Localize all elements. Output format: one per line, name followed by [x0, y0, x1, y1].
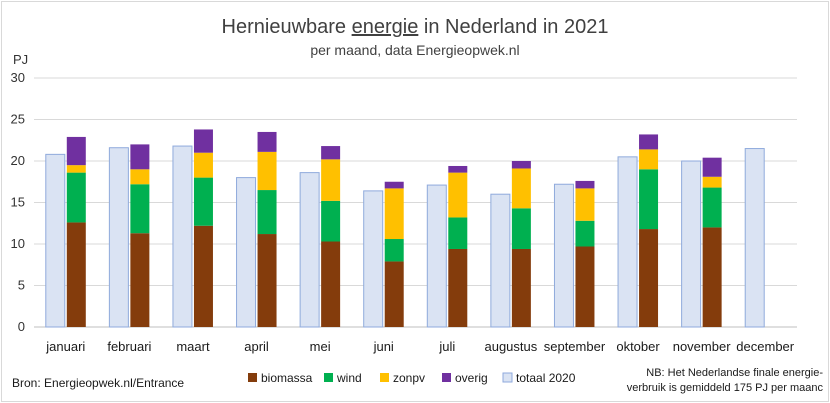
- bar-overig-augustus: [511, 161, 531, 169]
- bar-biomassa-oktober: [639, 229, 659, 327]
- y-tick-25: 25: [11, 112, 25, 127]
- chart-subtitle: per maand, data Energieopwek.nl: [310, 42, 519, 58]
- bar-biomassa-januari: [66, 222, 86, 327]
- bar-wind-oktober: [639, 169, 659, 230]
- bar-overig-november: [702, 157, 722, 177]
- bar-biomassa-juli: [448, 248, 468, 327]
- x-label-januari: januari: [45, 339, 85, 354]
- legend-swatch-overig: [442, 373, 451, 382]
- x-label-maart: maart: [176, 339, 210, 354]
- bar-zonpv-februari: [130, 169, 150, 185]
- legend-label-zonpv: zonpv: [393, 371, 425, 385]
- bar-wind-september: [575, 220, 595, 247]
- x-tick-labels: januari februari maart april mei juni juli augu…: [45, 339, 795, 354]
- bar-totaal-2020-juli: [426, 184, 447, 328]
- y-tick-0: 0: [18, 319, 25, 334]
- bar-biomassa-juni: [384, 261, 404, 327]
- bar-zonpv-maart: [193, 152, 213, 178]
- x-label-februari: februari: [107, 339, 151, 354]
- bar-totaal-2020-oktober: [617, 156, 638, 328]
- bar-overig-januari: [66, 136, 86, 166]
- bar-overig-april: [257, 131, 277, 152]
- bars: [45, 129, 765, 328]
- bar-wind-augustus: [511, 208, 531, 249]
- chart-title: Hernieuwbare energie in Nederland in 202…: [222, 16, 609, 38]
- y-axis-label: PJ: [13, 52, 28, 67]
- y-tick-30: 30: [11, 70, 25, 85]
- legend-label-totaal-2020: totaal 2020: [516, 371, 576, 385]
- note-line-1: NB: Het Nederlandse finale energie-: [646, 367, 823, 379]
- bar-biomassa-februari: [130, 233, 150, 327]
- legend-label-biomassa: biomassa: [261, 371, 313, 385]
- bar-zonpv-oktober: [639, 149, 659, 170]
- bar-totaal-2020-september: [553, 183, 574, 328]
- bar-overig-juni: [384, 181, 404, 189]
- bar-biomassa-augustus: [511, 248, 531, 327]
- legend: biomassa wind zonpv overig totaal 2020: [248, 371, 576, 385]
- x-label-december: december: [736, 339, 794, 354]
- bar-totaal-2020-maart: [172, 145, 193, 328]
- y-tick-20: 20: [11, 153, 25, 168]
- bar-wind-juli: [448, 217, 468, 249]
- x-label-juni: juni: [373, 339, 394, 354]
- bar-totaal-2020-januari: [45, 153, 66, 328]
- bar-totaal-2020-december: [744, 148, 765, 328]
- bar-zonpv-juli: [448, 172, 468, 218]
- gridlines: [34, 77, 797, 328]
- legend-swatch-biomassa: [248, 373, 257, 382]
- x-label-mei: mei: [310, 339, 331, 354]
- bar-overig-maart: [193, 129, 213, 153]
- bar-wind-maart: [193, 177, 213, 226]
- bar-biomassa-september: [575, 246, 595, 327]
- bar-zonpv-november: [702, 176, 722, 188]
- note-line-2: verbruik is gemiddeld 175 PJ per maanc: [627, 382, 824, 394]
- x-label-oktober: oktober: [616, 339, 660, 354]
- bar-wind-januari: [66, 172, 86, 223]
- bar-wind-juni: [384, 239, 404, 262]
- bar-totaal-2020-mei: [299, 172, 320, 328]
- bar-totaal-2020-juni: [363, 190, 384, 328]
- bar-zonpv-mei: [321, 159, 341, 201]
- bar-zonpv-september: [575, 188, 595, 221]
- legend-label-wind: wind: [336, 371, 362, 385]
- bar-biomassa-mei: [321, 241, 341, 327]
- legend-label-overig: overig: [455, 371, 488, 385]
- y-tick-labels: 0 5 10 15 20 25 30: [11, 70, 25, 334]
- x-label-april: april: [244, 339, 269, 354]
- bar-overig-september: [575, 180, 595, 189]
- x-label-september: september: [544, 339, 606, 354]
- bar-zonpv-januari: [66, 165, 86, 173]
- bar-biomassa-maart: [193, 225, 213, 327]
- bar-overig-juli: [448, 165, 468, 173]
- bar-totaal-2020-april: [236, 177, 257, 328]
- bar-wind-februari: [130, 184, 150, 234]
- bar-biomassa-november: [702, 227, 722, 327]
- bar-zonpv-juni: [384, 188, 404, 240]
- y-tick-5: 5: [18, 278, 25, 293]
- x-label-juli: juli: [438, 339, 455, 354]
- x-label-november: november: [673, 339, 731, 354]
- y-tick-15: 15: [11, 195, 25, 210]
- bar-biomassa-april: [257, 234, 277, 327]
- bar-totaal-2020-februari: [108, 147, 129, 328]
- bar-wind-april: [257, 190, 277, 235]
- bar-overig-mei: [321, 146, 341, 160]
- bar-totaal-2020-november: [681, 160, 702, 328]
- y-tick-10: 10: [11, 236, 25, 251]
- x-label-augustus: augustus: [484, 339, 537, 354]
- bar-zonpv-april: [257, 151, 277, 191]
- source-text: Bron: Energieopwek.nl/Entrance: [12, 376, 184, 390]
- bar-zonpv-augustus: [511, 168, 531, 209]
- bar-wind-november: [702, 187, 722, 228]
- bar-totaal-2020-augustus: [490, 193, 511, 328]
- legend-swatch-zonpv: [380, 373, 389, 382]
- legend-swatch-totaal-2020: [502, 372, 513, 383]
- bar-overig-februari: [130, 144, 150, 170]
- legend-swatch-wind: [324, 373, 333, 382]
- bar-overig-oktober: [639, 134, 659, 150]
- bar-wind-mei: [321, 200, 341, 242]
